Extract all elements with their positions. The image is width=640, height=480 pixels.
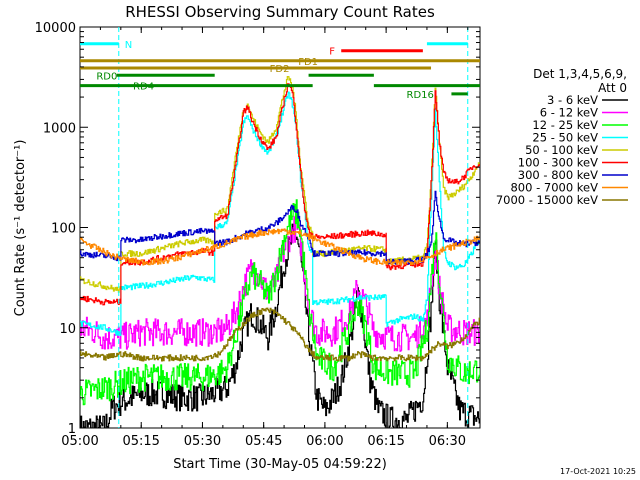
flag-label-rd16: RD16 [407,90,434,101]
chart-title: RHESSI Observing Summary Count Rates [125,3,435,21]
flag-label-n: N [125,40,132,51]
legend-label-6: 300 - 800 keV [518,168,598,182]
y-tick-label-2: 100 [51,222,76,237]
y-axis-label: Count Rate (s⁻¹ detector⁻¹) [13,140,28,317]
y-axis-ticks: 1 10 100 1000 10000 [35,21,480,437]
legend-header-line1: Det 1,3,4,5,6,9, [533,67,627,81]
legend-label-4: 50 - 100 keV [525,143,598,157]
plot-area: N F FD1 FD2 RD0 RD4 RD16 [79,26,481,429]
flag-label-fd2: FD2 [270,64,290,75]
x-tick-label-6: 06:30 [429,434,466,449]
series-line-5 [80,83,480,306]
flag-label-rd4: RD4 [133,82,154,93]
flag-label-f: F [329,47,335,58]
legend-label-3: 25 - 50 keV [532,131,598,145]
y-tick-label-0: 1 [68,422,76,437]
legend-label-7: 800 - 7000 keV [510,181,598,195]
flag-annotations: N F FD1 FD2 RD0 RD4 RD16 [80,40,480,101]
series-line-2 [80,199,480,406]
series-line-8 [80,307,480,362]
x-tick-label-4: 06:00 [306,434,343,449]
legend-label-8: 7000 - 15000 keV [496,193,598,207]
legend-label-5: 100 - 300 keV [518,156,598,170]
series-line-4 [80,76,480,293]
series-line-0 [80,223,480,428]
x-axis-label: Start Time (30-May-05 04:59:22) [173,457,387,472]
legend-label-2: 12 - 25 keV [532,118,598,132]
x-tick-label-1: 05:15 [122,434,159,449]
series-line-1 [80,214,480,352]
flag-label-fd1: FD1 [298,57,318,68]
legend-header-line2: Att 0 [598,81,627,95]
x-tick-label-0: 05:00 [61,434,98,449]
y-tick-label-1: 10 [59,322,76,337]
x-tick-label-2: 05:30 [184,434,221,449]
y-tick-label-4: 10000 [35,21,76,36]
legend-label-1: 6 - 12 keV [540,106,598,120]
y-tick-label-3: 1000 [43,121,76,136]
x-tick-label-3: 05:45 [245,434,282,449]
x-axis-ticks: 05:00 05:15 05:30 05:45 06:00 06:15 06:30 [61,27,469,449]
legend-label-0: 3 - 6 keV [547,93,598,107]
x-tick-label-5: 06:15 [367,434,404,449]
footer-timestamp: 17-Oct-2021 10:25 [560,467,636,476]
flag-label-rd0: RD0 [96,71,117,82]
series-line-7 [80,228,480,266]
series-line-3 [80,91,480,336]
